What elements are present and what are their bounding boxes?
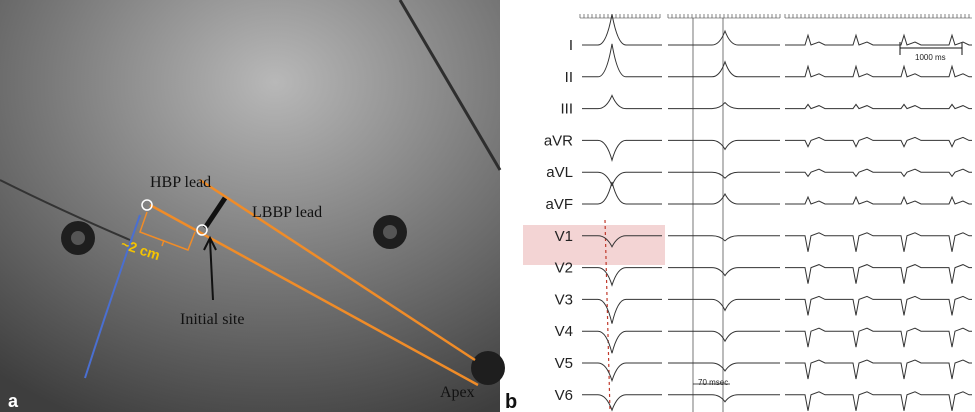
interval-label: 70 msec [698,378,728,387]
ruler [668,14,780,18]
ecg-trace [582,14,662,45]
ecg-trace [668,31,780,45]
figure: HBP lead LBBP lead ~2 cm Initial site Ap… [0,0,975,412]
ecg-trace [785,296,972,315]
ecg-trace [582,299,662,323]
panel-label: a [8,391,19,411]
electrode [383,225,397,239]
ecg-trace [582,172,662,185]
annotation: Initial site [180,311,244,328]
lead-label: aVR [544,132,573,149]
lead-label: V1 [555,228,573,245]
ecg-trace [582,363,662,381]
ecg-trace [785,35,972,45]
highlight [523,225,665,265]
ecg-trace [785,328,972,347]
ecg-trace [668,268,780,276]
annotation: Apex [440,384,475,401]
annotation: LBBP lead [252,204,322,221]
ecg-trace [785,104,972,108]
lead-label: aVL [546,164,573,181]
ecg-trace [582,182,662,204]
ecg-trace [668,299,780,310]
panel-a: HBP lead LBBP lead ~2 cm Initial site Ap… [0,0,505,412]
ecg-trace [668,172,780,178]
ecg-trace [785,66,972,77]
ecg-trace [668,363,780,371]
ecg-trace [582,140,662,160]
ecg-trace [785,360,972,379]
ecg-trace [785,392,972,411]
scale-label: 1000 ms [915,53,946,62]
fluoroscopy [0,0,500,412]
electrode [71,231,85,245]
ecg-trace [582,268,662,286]
lead-label: V5 [555,355,573,372]
lead-label: V3 [555,291,573,308]
annotation: HBP lead [150,174,211,191]
lead-label: V6 [555,387,573,404]
ecg-trace [785,137,972,146]
ecg-trace [785,265,972,284]
ecg-trace [668,62,780,77]
lead-label: III [560,101,573,118]
ecg-trace [582,395,662,410]
ecg-trace [668,140,780,149]
lead-label: aVF [545,196,573,213]
ruler [580,14,660,18]
ecg-trace [582,44,662,77]
ecg-trace [785,169,972,176]
ecg-trace [785,233,972,252]
ecg-trace [668,103,780,109]
ecg-trace [582,331,662,353]
electrode [471,351,505,385]
lead-label: II [565,69,573,86]
ecg-trace [668,236,780,241]
lead-label: I [569,37,573,54]
ecg-trace [582,95,662,108]
ecg-trace [668,331,780,341]
lead-label: V2 [555,260,573,277]
ecg-trace [785,197,972,204]
panel-b: 1000 ms 70 msec b IIIIIIaVRaVLaVFV1V2V3V… [505,14,972,412]
ruler [785,14,972,18]
lead-label: V4 [555,323,573,340]
panel-label: b [505,391,517,412]
ecg-trace [668,194,780,204]
ecg-trace [668,395,780,402]
